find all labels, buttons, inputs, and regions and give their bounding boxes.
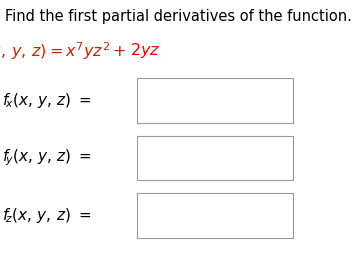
Text: $\mathit{f}_{\!\mathit{y}}(\mathit{x},\, \mathit{y},\, \mathit{z})\ =$: $\mathit{f}_{\!\mathit{y}}(\mathit{x},\,…: [2, 148, 92, 168]
Text: $\mathit{f}_{\!\mathit{x}}(\mathit{x},\, \mathit{y},\, \mathit{z})\ =$: $\mathit{f}_{\!\mathit{x}}(\mathit{x},\,…: [2, 91, 92, 110]
Text: $\mathit{2}\mathit{y}\mathit{z}$: $\mathit{2}\mathit{y}\mathit{z}$: [130, 41, 161, 60]
FancyBboxPatch shape: [137, 136, 293, 180]
Text: $\mathit{f}_{\!\mathit{z}}(\mathit{x},\, \mathit{y},\, \mathit{z})\ =$: $\mathit{f}_{\!\mathit{z}}(\mathit{x},\,…: [2, 206, 91, 225]
FancyBboxPatch shape: [137, 78, 293, 123]
Text: Find the first partial derivatives of the function.: Find the first partial derivatives of th…: [5, 9, 352, 24]
Text: $\mathit{f}(\mathit{x},\, \mathit{y},\, \mathit{z}) = \mathit{x}^7\mathit{y}\mat: $\mathit{f}(\mathit{x},\, \mathit{y},\, …: [0, 40, 127, 62]
FancyBboxPatch shape: [137, 193, 293, 238]
